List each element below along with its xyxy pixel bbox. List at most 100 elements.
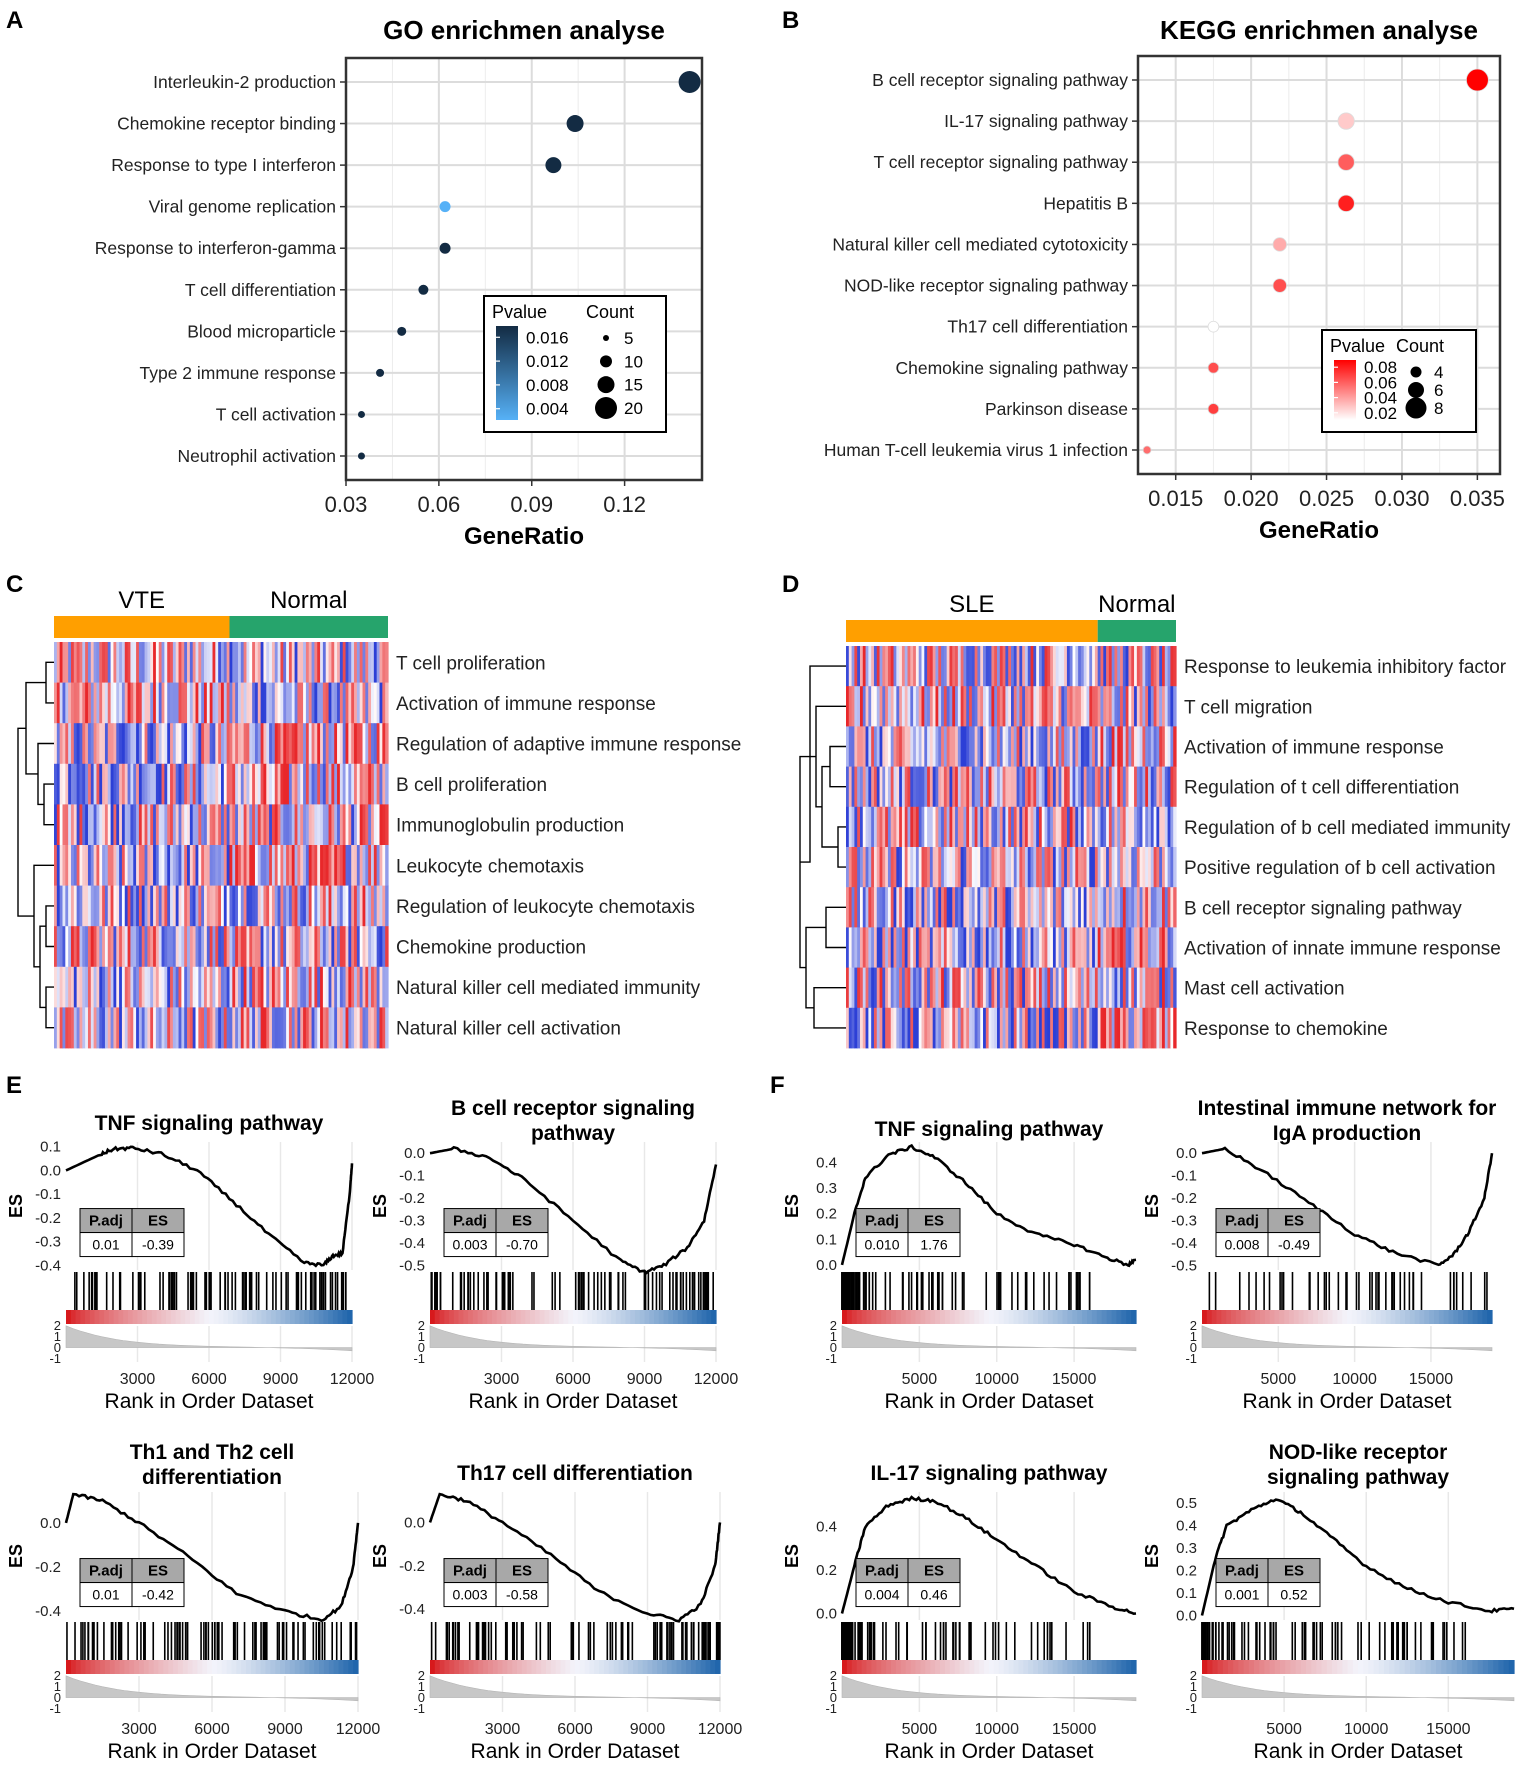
rank-color-segment [1279, 1310, 1285, 1324]
heatmap-cell [269, 845, 273, 886]
heatmap-cell [172, 845, 177, 886]
heatmap-cell [1125, 927, 1130, 968]
heatmap-cell [147, 1007, 151, 1049]
rank-color-segment [1023, 1310, 1029, 1324]
heatmap-cell [320, 682, 324, 724]
rank-color-segment [137, 1310, 143, 1324]
heatmap-cell [1038, 646, 1043, 687]
heatmap-cell [65, 885, 69, 927]
heatmap-cell [1170, 847, 1174, 888]
rank-color-segment [275, 1660, 281, 1674]
heatmap-cell [277, 723, 282, 765]
heatmap-cell [354, 763, 358, 805]
heatmap-cell [868, 686, 872, 727]
heatmap-cell [144, 845, 149, 886]
heatmap-cell [206, 885, 211, 927]
heatmap-cell [232, 804, 236, 846]
heatmap-cell [980, 847, 984, 888]
heatmap-cell [175, 804, 180, 846]
heatmap-cell [246, 682, 250, 724]
rank-metric-area [1201, 1675, 1515, 1702]
heatmap-cell [1092, 1007, 1096, 1049]
rank-color-segment [1477, 1310, 1483, 1324]
heatmap-cell [1139, 1007, 1144, 1049]
heatmap-cell [232, 682, 236, 724]
heatmap-cell [971, 927, 976, 968]
heatmap-cell [322, 926, 327, 968]
heatmap-cell [859, 847, 864, 888]
heatmap-cell [342, 763, 347, 805]
heatmap-cell [974, 927, 979, 968]
rank-color-segment [285, 1660, 291, 1674]
heatmap-cell [371, 763, 375, 805]
rank-color-segment [1047, 1660, 1054, 1674]
heatmap-cell [229, 804, 233, 846]
heatmap-cell [1036, 887, 1040, 928]
heatmap-cell [110, 723, 115, 765]
heatmap-cell [70, 966, 75, 1008]
heatmap-cell [229, 845, 233, 886]
heatmap-cell [1111, 806, 1116, 848]
heatmap-cell [896, 646, 900, 687]
legend-size-dot [1405, 397, 1427, 419]
heatmap-cell [170, 682, 174, 724]
heatmap-cell [121, 1007, 126, 1049]
rank-color-segment [189, 1310, 196, 1324]
legend-size-label: 20 [624, 399, 643, 418]
heatmap-cell [280, 845, 284, 886]
heatmap-cell [328, 926, 332, 968]
heatmap-cell [187, 642, 191, 683]
heatmap-cell [235, 763, 239, 805]
rank-color-segment [1264, 1310, 1271, 1324]
rank-color-segment [204, 1310, 210, 1324]
heatmap-cell [345, 804, 349, 846]
heatmap-cell [1136, 646, 1141, 687]
heatmap-cell [949, 1007, 953, 1049]
heatmap-cell [113, 642, 117, 683]
heatmap-cell [952, 927, 956, 968]
heatmap-cell [1131, 927, 1135, 968]
heatmap-cell [82, 926, 86, 968]
heatmap-cell [955, 847, 959, 888]
heatmap-cell [1066, 927, 1071, 968]
heatmap-cell [938, 766, 942, 808]
heatmap-cell [1022, 967, 1026, 1009]
heatmap-cell [62, 966, 66, 1008]
heatmap-cell [1055, 927, 1060, 968]
data-point [1207, 403, 1220, 415]
heatmap-cell [192, 1007, 197, 1049]
rank-color-segment [959, 1310, 966, 1324]
heatmap-cell [263, 763, 267, 805]
heatmap-cell [325, 885, 330, 927]
rank-color-segment [915, 1660, 921, 1674]
heatmap-cell [303, 885, 307, 927]
heatmap-cell [356, 845, 361, 886]
heatmap-cell [356, 885, 361, 927]
heatmap-cell [223, 723, 228, 765]
heatmap-cell [269, 926, 273, 968]
heatmap-cell [913, 967, 917, 1009]
heatmap-cell [1134, 686, 1138, 727]
heatmap-cell [119, 763, 123, 805]
heatmap-cell [85, 682, 89, 724]
heatmap-cell [1008, 847, 1012, 888]
rank-color-segment [89, 1310, 96, 1324]
heatmap-cell [226, 845, 231, 886]
rank-color-segment [197, 1660, 203, 1674]
heatmap-cell [941, 847, 945, 888]
rank-color-segment [209, 1310, 215, 1324]
heatmap-cell [901, 1007, 906, 1049]
heatmap-cell [868, 646, 872, 687]
heatmap-cell [249, 966, 253, 1008]
heatmap-cell [59, 966, 64, 1008]
heatmap-cell [957, 726, 962, 767]
heatmap-cell [1164, 646, 1169, 687]
rank-color-segment [1443, 1310, 1450, 1324]
y-tick-label: -0.4 [35, 1603, 61, 1620]
heatmap-cell [1114, 726, 1118, 767]
heatmap-cell [882, 686, 886, 727]
heatmap-cell [1136, 726, 1141, 767]
heatmap-cell [294, 682, 299, 724]
heatmap-cell [901, 847, 906, 888]
rank-color-segment [1226, 1310, 1232, 1324]
